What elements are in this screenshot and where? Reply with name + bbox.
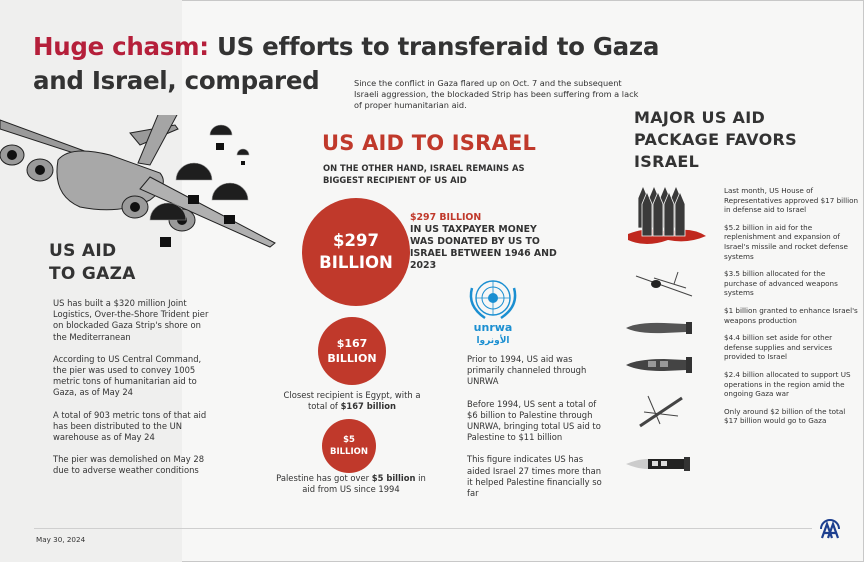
circle-unit: BILLION	[319, 253, 393, 272]
caption-palestine-amount: $5 billion	[371, 473, 416, 483]
caption-egypt-text: Closest recipient is Egypt, with a total…	[283, 390, 421, 411]
glide-bomb-icon	[639, 395, 683, 428]
unrwa-fact: Before 1994, US sent a total of $6 billi…	[467, 398, 601, 443]
drone-icon	[635, 271, 693, 297]
major-heading-line3: ISRAEL	[634, 152, 700, 171]
caption-palestine-post: in aid from US since 1994	[302, 473, 426, 494]
caption-palestine: Palestine has got over $5 billion in aid…	[270, 473, 432, 495]
caption-297-billion: $297 BILLION IN US TAXPAYER MONEY WAS DO…	[410, 212, 560, 272]
anadolu-agency-logo-icon	[820, 519, 840, 539]
caption-297-highlight: $297 BILLION	[410, 212, 482, 223]
major-aid-item: Last month, US House of Representatives …	[724, 186, 859, 215]
gaza-fact: The pier was demolished on May 28 due to…	[53, 454, 205, 476]
major-aid-items: Last month, US House of Representatives …	[724, 186, 859, 434]
cargo-plane-airdrop-icon	[0, 115, 276, 248]
gaza-facts: US has built a $320 million Joint Logist…	[53, 298, 213, 488]
unrwa-fact: This figure indicates US has aided Israe…	[467, 454, 602, 499]
israel-section-subheading: ON THE OTHER HAND, ISRAEL REMAINS AS BIG…	[323, 163, 525, 185]
page-title: Huge chasm: US efforts to transferaid to…	[33, 30, 693, 98]
gaza-fact: According to US Central Command, the pie…	[53, 353, 202, 398]
major-aid-item: $5.2 billion in aid for the replenishmen…	[724, 222, 848, 261]
gaza-section-heading: US AID TO GAZA	[49, 240, 136, 286]
major-heading-line2: PACKAGE FAVORS	[634, 130, 797, 149]
major-aid-item: $3.5 billion allocated for the purchase …	[724, 269, 838, 298]
unrwa-logo-icon: unrwa الأونروا	[469, 280, 517, 346]
circle-amount: $167	[336, 337, 368, 350]
gaza-fact: A total of 903 metric tons of that aid h…	[53, 409, 207, 443]
guided-bomb-icon	[626, 357, 692, 373]
unrwa-logo-arabic: الأونروا	[476, 334, 509, 346]
caption-egypt: Closest recipient is Egypt, with a total…	[282, 390, 422, 412]
circle-5-billion: $5 BILLION	[322, 419, 376, 473]
bomb-icon	[626, 322, 692, 334]
circle-unit: BILLION	[330, 447, 368, 457]
major-aid-item: $2.4 billion allocated to support US ope…	[724, 369, 851, 399]
major-heading-line1: MAJOR US AID	[634, 108, 766, 127]
circle-167-billion: $167 BILLION	[318, 317, 386, 385]
title-accent: Huge chasm:	[33, 32, 209, 61]
circle-unit: BILLION	[327, 352, 377, 365]
unrwa-logo-text: unrwa	[474, 321, 513, 334]
circle-amount: $297	[333, 231, 379, 250]
caption-palestine-pre: Palestine has got over	[276, 473, 372, 483]
major-aid-item: Only around $2 billion of the total $17 …	[724, 406, 846, 426]
unrwa-fact: Prior to 1994, US aid was primarily chan…	[467, 354, 587, 387]
major-aid-item: $4.4 billion set aside for other defense…	[724, 333, 833, 362]
publish-date: May 30, 2024	[36, 535, 86, 544]
gaza-heading-line1: US AID	[49, 241, 117, 261]
israel-section-heading: US AID TO ISRAEL	[322, 131, 537, 155]
title-rest: US efforts to transferaid to Gaza and Is…	[33, 32, 660, 95]
major-aid-item: $1 billion granted to enhance Israel's w…	[724, 305, 858, 325]
circle-297-billion: $297 BILLION	[302, 198, 410, 306]
unrwa-facts: Prior to 1994, US aid was primarily chan…	[467, 354, 607, 510]
major-aid-heading: MAJOR US AID PACKAGE FAVORS ISRAEL	[634, 107, 797, 173]
circle-amount: $5	[343, 435, 355, 445]
intro-text: Since the conflict in Gaza flared up on …	[354, 78, 639, 110]
caption-297-text: IN US TAXPAYER MONEY WAS DONATED BY US T…	[410, 224, 557, 271]
bullets-blood-icon	[628, 184, 706, 244]
caption-egypt-amount: $167 billion	[340, 401, 396, 411]
gaza-heading-line2: TO GAZA	[49, 264, 136, 284]
left-background-panel	[0, 0, 182, 562]
footer-divider	[34, 528, 812, 529]
gaza-fact: US has built a $320 million Joint Logist…	[53, 298, 209, 342]
jdam-bomb-icon	[626, 457, 690, 471]
